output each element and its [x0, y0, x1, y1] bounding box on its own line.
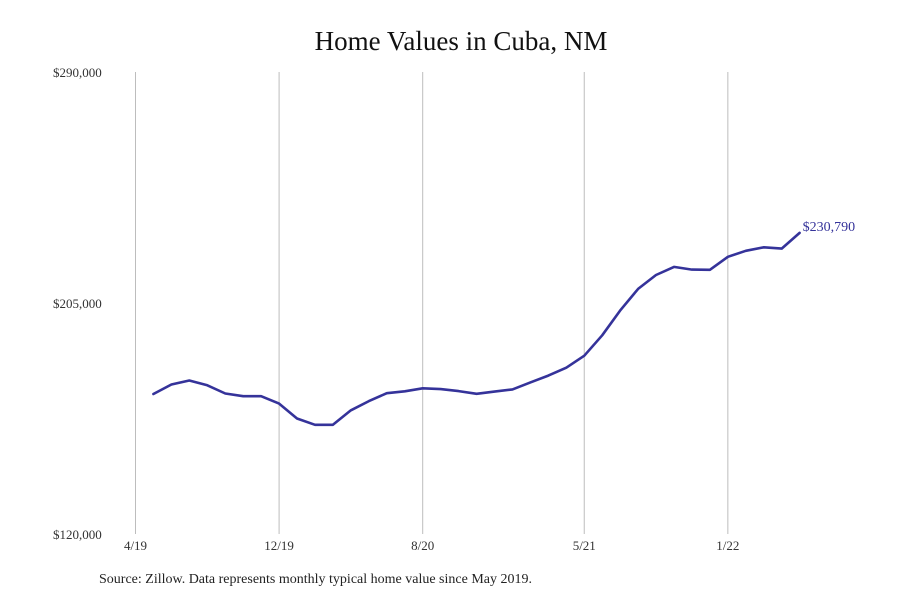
series-layer: $230,790 — [152, 220, 856, 427]
gridlines — [135, 72, 729, 534]
x-tick-label: 5/21 — [573, 538, 596, 553]
y-tick-label: $290,000 — [53, 65, 102, 80]
y-tick-label: $120,000 — [53, 527, 102, 542]
x-tick-label: 8/20 — [411, 538, 434, 553]
x-tick-label: 4/19 — [124, 538, 147, 553]
x-tick-label: 1/22 — [716, 538, 739, 553]
x-tick-label: 12/19 — [264, 538, 294, 553]
end-value-label: $230,790 — [803, 220, 856, 235]
x-axis-tick-labels: 4/19 12/19 8/20 5/21 1/22 — [124, 538, 739, 553]
y-axis-tick-labels: $290,000 $205,000 $120,000 — [53, 65, 102, 542]
series-line — [152, 231, 801, 427]
y-tick-label: $205,000 — [53, 296, 102, 311]
source-note: Source: Zillow. Data represents monthly … — [99, 572, 532, 587]
chart-title: Home Values in Cuba, NM — [314, 26, 608, 56]
